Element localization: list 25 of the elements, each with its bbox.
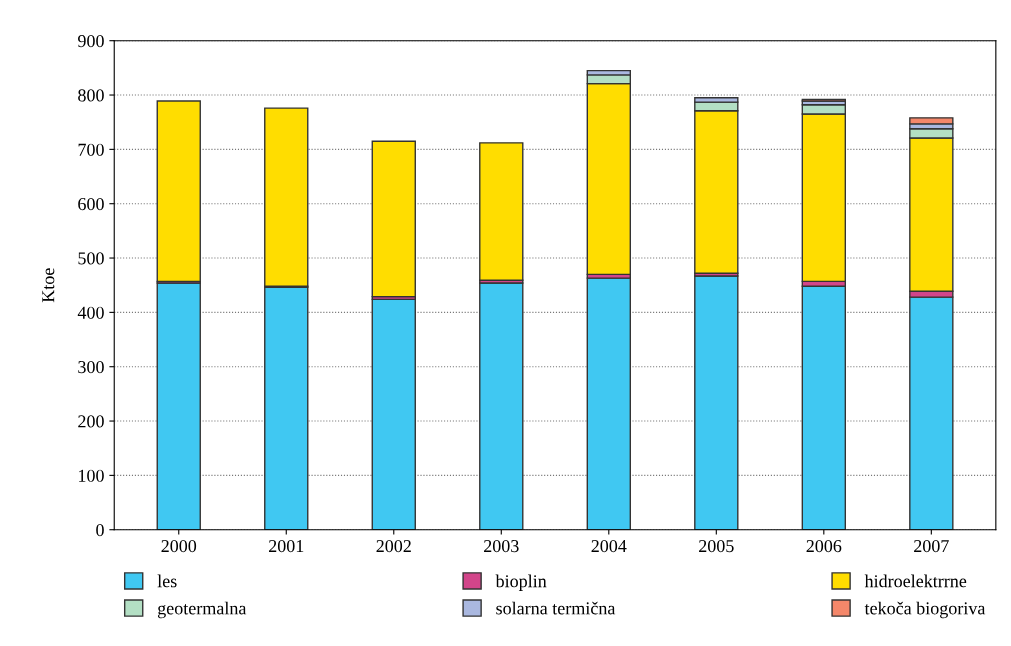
legend-label: geotermalna bbox=[157, 601, 247, 619]
x-tick-label: 2007 bbox=[914, 539, 949, 553]
y-tick-label: 900 bbox=[78, 34, 104, 48]
x-tick-label: 2004 bbox=[591, 539, 627, 553]
x-tick-label: 2003 bbox=[484, 539, 519, 553]
legend-label: les bbox=[157, 574, 177, 588]
y-tick-label: 400 bbox=[77, 306, 104, 319]
legend-label: tekoča biogoriva bbox=[864, 601, 986, 619]
x-tick-label: 2006 bbox=[806, 539, 842, 553]
x-tick-label: 2000 bbox=[161, 539, 197, 553]
x-tick-label: 2002 bbox=[376, 539, 411, 553]
y-tick-label: 600 bbox=[78, 197, 104, 211]
y-tick-label: 800 bbox=[78, 89, 104, 102]
y-tick-label: 700 bbox=[78, 143, 104, 156]
legend-label: bioplin bbox=[495, 574, 547, 591]
y-tick-label: 300 bbox=[78, 360, 104, 374]
y-axis-title: Ktoe bbox=[42, 268, 55, 303]
y-tick-label: 100 bbox=[79, 469, 104, 482]
y-tick-label: 200 bbox=[78, 415, 104, 428]
y-tick-label: 500 bbox=[78, 252, 104, 265]
y-tick-label: 0 bbox=[96, 523, 104, 537]
legend-label: solarna termična bbox=[496, 601, 616, 615]
x-tick-label: 2005 bbox=[699, 539, 734, 553]
legend-label: hidroelektrrne bbox=[864, 574, 967, 588]
x-tick-label: 2001 bbox=[269, 539, 304, 553]
